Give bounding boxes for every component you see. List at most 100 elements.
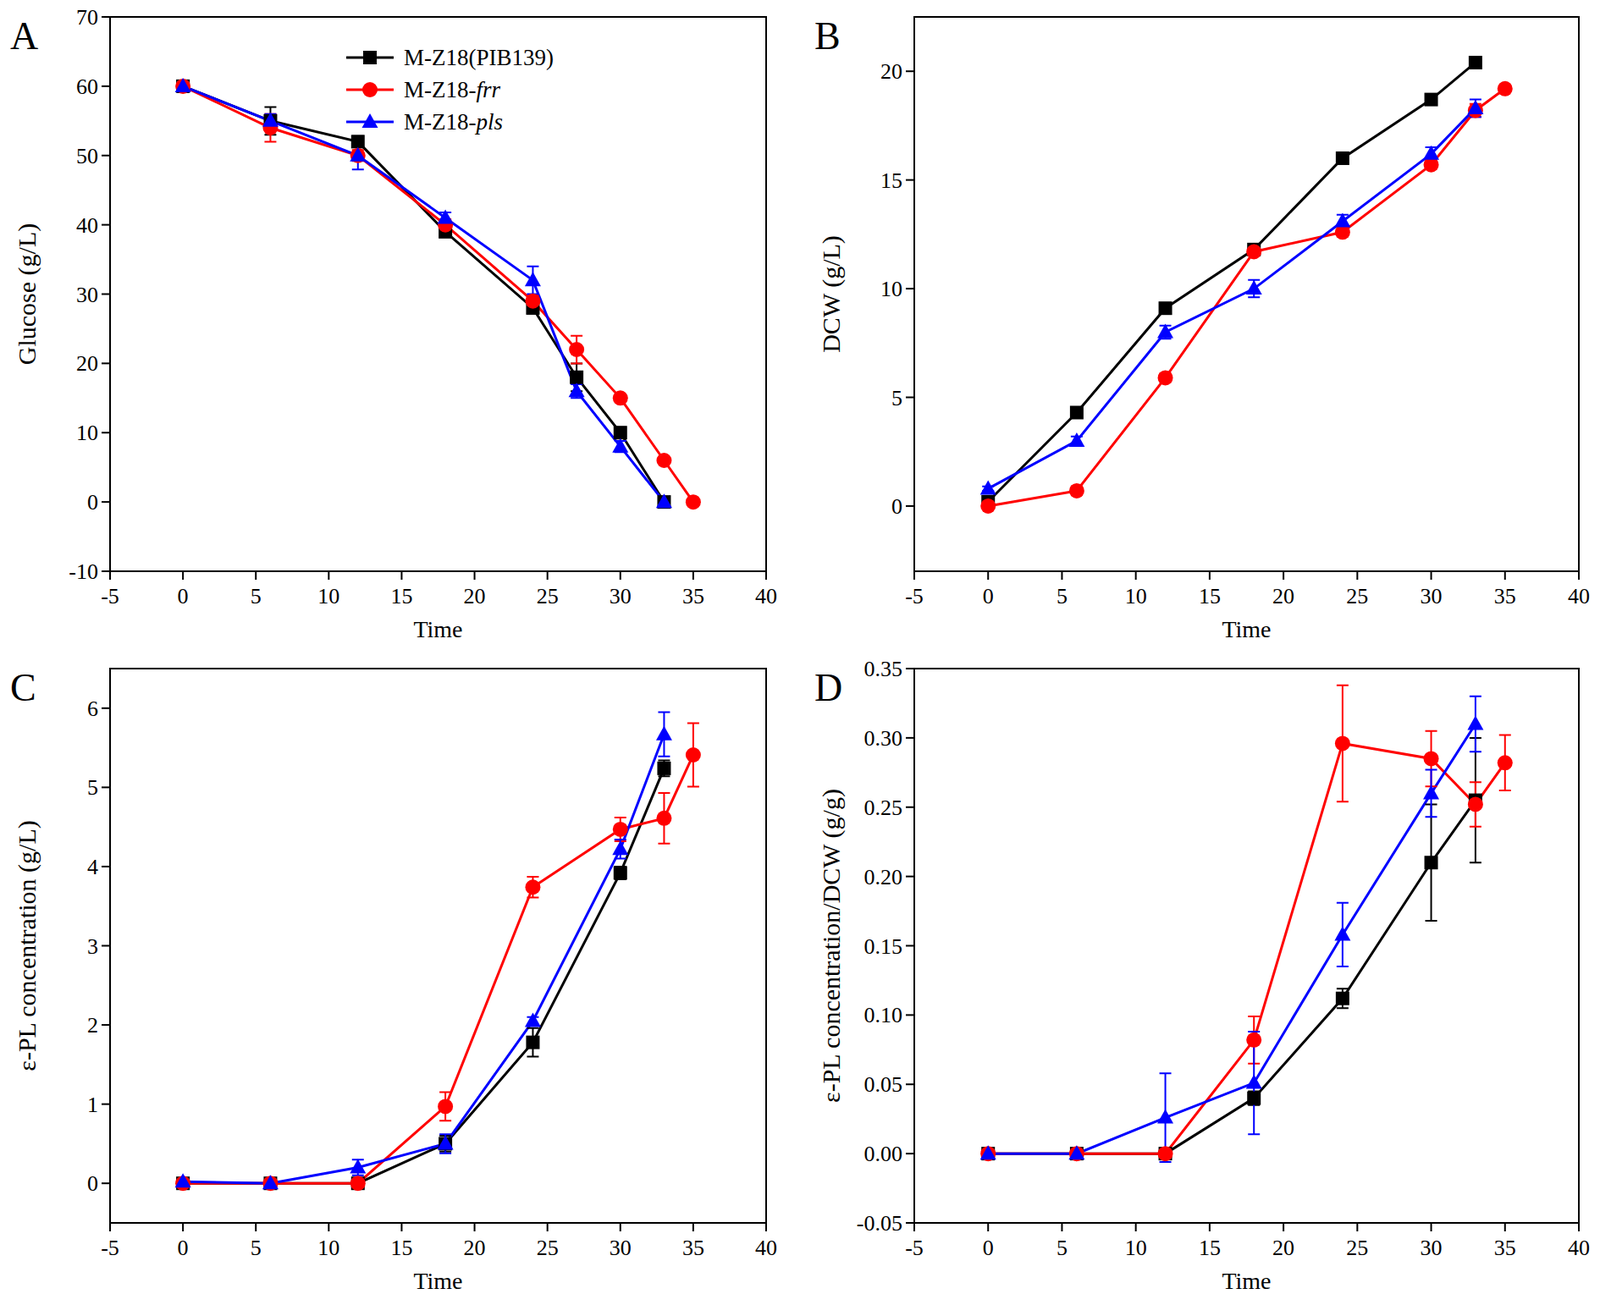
x-tick — [1577, 1223, 1580, 1232]
y-tick-label: 0.05 — [864, 1072, 904, 1098]
plot-frame — [914, 668, 1579, 1224]
marker — [612, 840, 629, 856]
marker — [1423, 784, 1440, 800]
y-tick — [905, 1222, 915, 1225]
y-tick — [101, 786, 111, 789]
x-axis-label: Time — [413, 1268, 463, 1295]
x-tick — [254, 1223, 257, 1232]
x-tick-label: 25 — [1346, 584, 1369, 609]
marker — [1467, 99, 1484, 115]
marker — [685, 747, 701, 763]
y-tick-label: 0.00 — [864, 1142, 904, 1167]
y-axis-label: ε-PL concentration/DCW (g/g) — [816, 788, 846, 1104]
x-tick — [1060, 1223, 1063, 1232]
marker — [1069, 1146, 1085, 1162]
x-tick-label: 30 — [1420, 584, 1443, 609]
error-bar — [526, 1028, 539, 1058]
x-tick-label: 40 — [755, 584, 778, 609]
x-tick — [400, 571, 403, 580]
y-tick — [905, 287, 915, 290]
y-tick — [101, 1103, 111, 1106]
y-tick-label: 40 — [76, 213, 99, 238]
marker — [351, 134, 365, 149]
x-tick — [546, 571, 549, 580]
marker — [613, 425, 628, 440]
marker — [1424, 93, 1439, 107]
marker — [437, 1098, 453, 1115]
marker — [1158, 1147, 1173, 1161]
x-tick-label: 10 — [1125, 584, 1148, 609]
y-tick-label: 0.20 — [864, 865, 904, 890]
y-tick-label: 0.25 — [864, 795, 904, 821]
x-tick — [109, 571, 111, 580]
x-axis-label: Time — [413, 616, 463, 643]
marker — [1335, 992, 1350, 1006]
x-tick-label: -5 — [100, 584, 120, 609]
marker — [1335, 151, 1350, 166]
y-tick-label: 10 — [76, 420, 99, 446]
x-tick-label: 20 — [1272, 584, 1295, 609]
x-tick — [913, 1223, 916, 1232]
x-tick-label: 0 — [177, 1235, 189, 1261]
marker — [1068, 1145, 1085, 1160]
series-line — [182, 86, 694, 503]
marker — [524, 271, 541, 287]
x-tick-label: 35 — [682, 1235, 705, 1261]
marker — [1335, 735, 1351, 751]
marker — [656, 493, 673, 508]
y-tick — [905, 505, 915, 508]
y-tick-label: 60 — [76, 74, 99, 100]
y-tick-label: 0.30 — [864, 726, 904, 751]
x-tick-label: 25 — [1346, 1235, 1369, 1261]
marker — [175, 78, 191, 94]
y-tick — [101, 293, 111, 296]
plot-area — [175, 77, 701, 510]
x-tick — [692, 571, 695, 580]
series-line — [987, 800, 1476, 1155]
legend-marker — [362, 82, 378, 98]
y-tick-label: 0.35 — [864, 656, 904, 682]
marker — [613, 866, 628, 880]
plot-frame — [110, 16, 767, 572]
y-tick — [101, 362, 111, 365]
marker — [1069, 483, 1085, 499]
panel-label: B — [814, 14, 841, 58]
panel: B-5051015202530354005101520TimeDCW (g/L) — [814, 14, 1590, 643]
marker — [1157, 323, 1174, 338]
x-tick — [1135, 571, 1137, 580]
marker — [1246, 1075, 1263, 1090]
marker — [569, 370, 584, 385]
y-axis-label: ε-PL concentration (g/L) — [12, 820, 42, 1071]
x-tick-label: 0 — [177, 584, 189, 609]
x-tick-label: 25 — [536, 584, 559, 609]
x-tick — [1282, 1223, 1285, 1232]
marker — [1467, 716, 1484, 731]
panel-label: A — [10, 14, 39, 58]
marker — [612, 390, 629, 406]
series-line — [182, 755, 694, 1184]
x-tick-label: -5 — [100, 1235, 120, 1261]
y-tick — [905, 70, 915, 72]
panel: A-50510152025303540-10010203040506070Tim… — [10, 5, 778, 643]
y-tick — [905, 1083, 915, 1086]
series-line — [182, 768, 664, 1184]
x-tick-label: 20 — [1272, 1235, 1295, 1261]
marker — [175, 77, 192, 93]
x-tick-label: 10 — [317, 584, 340, 609]
x-tick — [765, 1223, 767, 1232]
marker — [568, 382, 585, 398]
marker — [980, 1146, 996, 1162]
y-tick-label: 15 — [880, 168, 903, 194]
marker — [612, 438, 629, 453]
y-tick-label: 0 — [87, 1171, 99, 1197]
x-tick — [765, 571, 767, 580]
marker — [524, 1012, 541, 1027]
error-bar — [1336, 988, 1349, 1009]
marker — [685, 494, 701, 510]
y-tick — [101, 707, 111, 710]
x-tick — [987, 571, 989, 580]
x-tick-label: 5 — [1056, 584, 1068, 609]
plot-frame — [110, 668, 767, 1224]
error-bar — [1247, 1091, 1260, 1105]
marker — [1068, 432, 1085, 447]
